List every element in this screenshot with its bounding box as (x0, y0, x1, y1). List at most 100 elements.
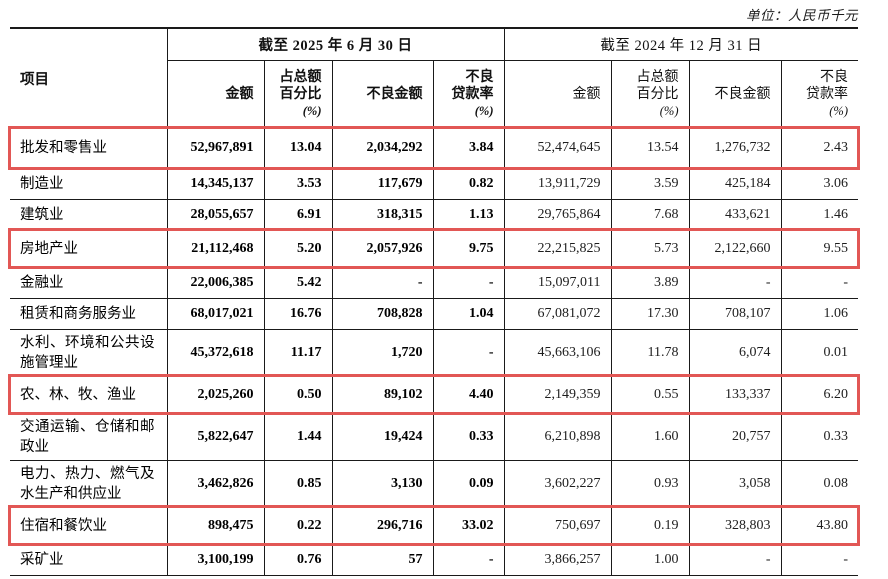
npl-ratio-2024: 0.33 (781, 413, 858, 461)
amount-2025: 3,462,826 (167, 460, 265, 508)
pct-of-total-2025: 0.22 (264, 507, 333, 545)
pct-of-total-2025: 3.53 (264, 168, 333, 200)
npl-amount-2025: 2,057,926 (332, 230, 434, 268)
pct-of-total-2024: 7.68 (611, 199, 690, 231)
npl-amount-2025: 318,315 (332, 199, 434, 231)
pct-of-total-2024: 0.55 (611, 376, 690, 414)
amount-2024: 45,663,106 (504, 329, 612, 377)
npl-ratio-2024: - (781, 544, 858, 576)
npl-ratio-2024: 0.08 (781, 460, 858, 508)
industry-label: 交通运输、仓储和邮政业 (10, 413, 168, 461)
amount-2025: 28,055,657 (167, 199, 265, 231)
amount-2024: 2,149,359 (504, 376, 612, 414)
npl-amount-2025: 3,130 (332, 460, 434, 508)
table-row: 农、林、牧、渔业 2,025,260 0.50 89,102 4.40 2,14… (8, 374, 860, 415)
npl-amount-2024: - (689, 544, 782, 576)
npl-ratio-2025: 1.04 (433, 298, 505, 330)
pct-of-total-2024: 3.89 (611, 267, 690, 299)
amount-2024: 3,602,227 (504, 460, 612, 508)
npl-ratio-2024: 43.80 (781, 507, 858, 545)
group-header-row: 项目 截至 2025 年 6 月 30 日 截至 2024 年 12 月 31 … (10, 27, 858, 129)
npl-ratio-2025: - (433, 267, 505, 299)
industry-label: 采矿业 (10, 544, 168, 576)
unit-label: 单位：人民币千元 (746, 7, 858, 23)
npl-ratio-2024: 6.20 (781, 376, 858, 414)
col-header-npl-ratio-2024: 不良 贷款率 (%) (781, 60, 858, 129)
group-header-2024: 截至 2024 年 12 月 31 日 (504, 27, 858, 61)
npl-ratio-2025: 1.13 (433, 199, 505, 231)
npl-ratio-2024: 0.01 (781, 329, 858, 377)
npl-amount-2025: 2,034,292 (332, 128, 434, 169)
industry-label: 电力、热力、燃气及水生产和供应业 (10, 460, 168, 508)
table-row: 制造业 14,345,137 3.53 117,679 0.82 13,911,… (10, 168, 858, 200)
npl-ratio-2024: 1.06 (781, 298, 858, 330)
table-row: 租赁和商务服务业 68,017,021 16.76 708,828 1.04 6… (10, 298, 858, 330)
amount-2025: 45,372,618 (167, 329, 265, 377)
amount-2025: 22,006,385 (167, 267, 265, 299)
col-header-npl-amount-2024: 不良金额 (689, 60, 782, 129)
amount-2025: 52,967,891 (167, 128, 265, 169)
npl-amount-2025: - (332, 267, 434, 299)
npl-ratio-2025: 0.33 (433, 413, 505, 461)
amount-2025: 21,112,468 (167, 230, 265, 268)
col-header-pct-of-total-2024: 占总额 百分比 (%) (611, 60, 690, 129)
amount-2025: 2,025,260 (167, 376, 265, 414)
table-row: 交通运输、仓储和邮政业 5,822,647 1.44 19,424 0.33 6… (10, 413, 858, 461)
table-row: 金融业 22,006,385 5.42 - - 15,097,011 3.89 … (10, 267, 858, 299)
amount-2024: 22,215,825 (504, 230, 612, 268)
table-row: 电力、热力、燃气及水生产和供应业 3,462,826 0.85 3,130 0.… (10, 460, 858, 508)
amount-2025: 898,475 (167, 507, 265, 545)
loan-by-industry-table: 项目 截至 2025 年 6 月 30 日 截至 2024 年 12 月 31 … (8, 27, 860, 576)
industry-label: 住宿和餐饮业 (10, 507, 168, 545)
npl-amount-2024: 6,074 (689, 329, 782, 377)
npl-amount-2024: 2,122,660 (689, 230, 782, 268)
pct-of-total-2024: 1.00 (611, 544, 690, 576)
npl-amount-2024: 20,757 (689, 413, 782, 461)
pct-of-total-2024: 0.93 (611, 460, 690, 508)
pct-of-total-2024: 17.30 (611, 298, 690, 330)
amount-2024: 67,081,072 (504, 298, 612, 330)
unit-bar: 单位：人民币千元 (0, 0, 888, 27)
npl-ratio-2025: 4.40 (433, 376, 505, 414)
npl-amount-2025: 296,716 (332, 507, 434, 545)
npl-amount-2024: - (689, 267, 782, 299)
table-row: 批发和零售业 52,967,891 13.04 2,034,292 3.84 5… (8, 126, 860, 170)
industry-label: 农、林、牧、渔业 (10, 376, 168, 414)
pct-of-total-2024: 13.54 (611, 128, 690, 169)
npl-amount-2024: 708,107 (689, 298, 782, 330)
group-header-2025: 截至 2025 年 6 月 30 日 (167, 27, 505, 61)
npl-amount-2024: 433,621 (689, 199, 782, 231)
col-header-pct-of-total-2025: 占总额 百分比 (%) (264, 60, 333, 129)
industry-label: 批发和零售业 (10, 128, 168, 169)
col-header-amount-2025: 金额 (167, 60, 265, 129)
table-row: 水利、环境和公共设施管理业 45,372,618 11.17 1,720 - 4… (10, 329, 858, 377)
npl-ratio-2025: - (433, 329, 505, 377)
npl-amount-2024: 425,184 (689, 168, 782, 200)
pct-of-total-2025: 0.85 (264, 460, 333, 508)
col-header-npl-amount-2025: 不良金额 (332, 60, 434, 129)
amount-2025: 3,100,199 (167, 544, 265, 576)
npl-amount-2025: 1,720 (332, 329, 434, 377)
npl-amount-2025: 117,679 (332, 168, 434, 200)
amount-2024: 13,911,729 (504, 168, 612, 200)
amount-2025: 14,345,137 (167, 168, 265, 200)
pct-of-total-2025: 5.42 (264, 267, 333, 299)
npl-amount-2024: 133,337 (689, 376, 782, 414)
pct-of-total-2025: 6.91 (264, 199, 333, 231)
npl-ratio-2025: 0.09 (433, 460, 505, 508)
table-row: 建筑业 28,055,657 6.91 318,315 1.13 29,765,… (10, 199, 858, 231)
npl-amount-2024: 1,276,732 (689, 128, 782, 169)
amount-2024: 29,765,864 (504, 199, 612, 231)
amount-2024: 52,474,645 (504, 128, 612, 169)
table-row: 采矿业 3,100,199 0.76 57 - 3,866,257 1.00 -… (10, 544, 858, 576)
pct-of-total-2024: 5.73 (611, 230, 690, 268)
table-row: 住宿和餐饮业 898,475 0.22 296,716 33.02 750,69… (8, 505, 860, 546)
npl-ratio-2024: 2.43 (781, 128, 858, 169)
npl-ratio-2025: 33.02 (433, 507, 505, 545)
pct-of-total-2025: 13.04 (264, 128, 333, 169)
npl-amount-2024: 3,058 (689, 460, 782, 508)
industry-label: 房地产业 (10, 230, 168, 268)
amount-2025: 68,017,021 (167, 298, 265, 330)
npl-ratio-2024: 9.55 (781, 230, 858, 268)
pct-of-total-2024: 3.59 (611, 168, 690, 200)
